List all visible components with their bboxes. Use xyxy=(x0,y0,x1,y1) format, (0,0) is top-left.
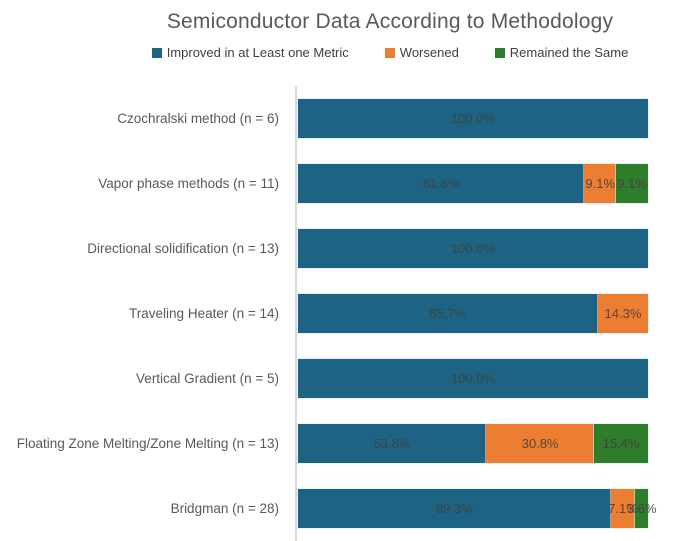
bar-segment-label: 9.1% xyxy=(585,176,616,191)
legend-item-improved: Improved in at Least one Metric xyxy=(151,45,349,60)
chart-title: Semiconductor Data According to Methodol… xyxy=(166,10,614,33)
category-label: Vertical Gradient (n = 5) xyxy=(136,371,279,386)
bar-row: Bridgman (n = 28) 89.3% 7.1% 3.6% xyxy=(0,476,675,541)
bar-row: Directional solidification (n = 13) 100.0… xyxy=(0,216,675,281)
bar-row: Traveling Heater (n = 14) 85.7% 14.3% xyxy=(0,281,675,346)
legend-item-worsened: Worsened xyxy=(384,45,459,60)
bar-segment-label: 53.8% xyxy=(373,436,411,451)
bar-segment-label: 15.4% xyxy=(602,436,640,451)
bar-track: 85.7% 14.3% xyxy=(298,294,648,333)
bar-track: 100.0% xyxy=(298,229,648,268)
y-axis-line xyxy=(295,86,297,541)
bar-row: Floating Zone Melting/Zone Melting (n = … xyxy=(0,411,675,476)
bar-track: 89.3% 7.1% 3.6% xyxy=(298,489,657,528)
legend-label: Improved in at Least one Metric xyxy=(166,45,349,60)
plot-area: Czochralski method (n = 6) 100.0% Vapor ph… xyxy=(0,86,675,541)
legend-swatch-improved xyxy=(151,47,162,58)
bar-segment-label: 9.1% xyxy=(617,176,647,191)
bar-track: 81.8% 9.1% 9.1% xyxy=(298,164,648,203)
bar-segment-label: 100.0% xyxy=(450,111,496,126)
bar-segment-label: 81.8% xyxy=(422,176,460,191)
bar-segment-same: 9.1% xyxy=(616,164,648,203)
bar-track: 53.8% 30.8% 15.4% xyxy=(298,424,648,463)
bar-segment-improved: 100.0% xyxy=(298,359,648,398)
bar-row: Vapor phase methods (n = 11) 81.8% 9.1% 9.1… xyxy=(0,151,675,216)
bar-segment-worsened: 30.8% xyxy=(486,424,595,463)
bar-segment-improved: 100.0% xyxy=(298,229,648,268)
bar-segment-label: 7.1% xyxy=(608,501,638,516)
bar-segment-improved: 85.7% xyxy=(298,294,598,333)
bar-segment-worsened: 9.1% xyxy=(584,164,617,203)
bar-segment-label: 100.0% xyxy=(450,371,496,386)
bar-segment-worsened: 14.3% xyxy=(597,294,648,333)
legend: Improved in at Least one Metric Worsened R… xyxy=(105,45,675,60)
bar-segment-label: 100.0% xyxy=(450,241,496,256)
legend-label: Worsened xyxy=(399,45,459,60)
bar-track: 100.0% xyxy=(298,359,648,398)
category-label: Bridgman (n = 28) xyxy=(170,501,279,516)
legend-swatch-same xyxy=(494,47,505,58)
legend-item-same: Remained the Same xyxy=(494,45,629,60)
bar-segment-same: 3.6% xyxy=(627,489,657,528)
category-label: Directional solidification (n = 13) xyxy=(87,241,279,256)
bar-segment-same: 15.4% xyxy=(594,424,648,463)
category-label: Floating Zone Melting/Zone Melting (n = … xyxy=(16,436,279,451)
bar-segment-improved: 81.8% xyxy=(298,164,585,203)
bar-row: Vertical Gradient (n = 5) 100.0% xyxy=(0,346,675,411)
bar-track: 100.0% xyxy=(298,99,648,138)
bar-segment-label: 89.3% xyxy=(435,501,473,516)
bar-segment-improved: 53.8% xyxy=(298,424,487,463)
bar-segment-worsened: 7.1% xyxy=(608,489,638,528)
bar-segment-improved: 89.3% xyxy=(298,489,611,528)
bar-segment-label: 30.8% xyxy=(521,436,559,451)
legend-swatch-worsened xyxy=(384,47,395,58)
bar-segment-label: 3.6% xyxy=(626,501,657,516)
bar-segment-label: 14.3% xyxy=(604,306,642,321)
bar-row: Czochralski method (n = 6) 100.0% xyxy=(0,86,675,151)
bar-segment-label: 85.7% xyxy=(429,306,467,321)
legend-label: Remained the Same xyxy=(509,45,629,60)
category-label: Vapor phase methods (n = 11) xyxy=(98,176,279,191)
category-label: Traveling Heater (n = 14) xyxy=(129,306,279,321)
bar-segment-improved: 100.0% xyxy=(298,99,648,138)
category-label: Czochralski method (n = 6) xyxy=(117,111,279,126)
